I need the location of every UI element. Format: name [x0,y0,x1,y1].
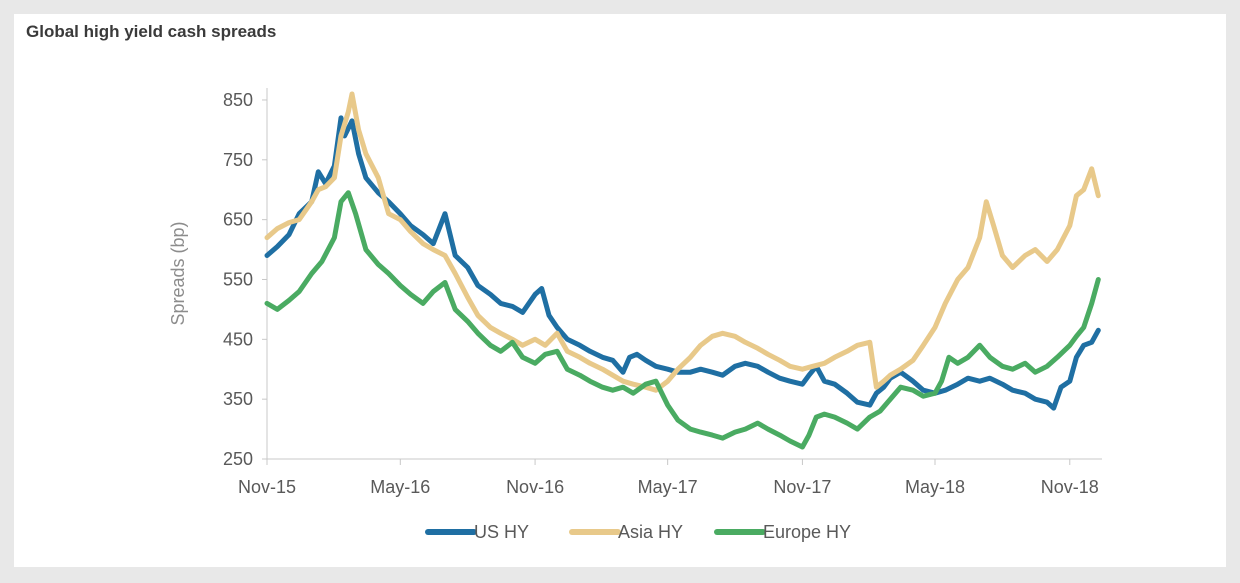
y-tick-label: 750 [223,150,253,170]
y-tick-label: 250 [223,449,253,469]
series-line-europe-hy [264,190,1101,450]
x-tick-label: May-18 [905,477,965,497]
y-axis-title: Spreads (bp) [168,221,188,325]
x-tick-label: Nov-18 [1041,477,1099,497]
legend-label-asia-hy: Asia HY [618,522,683,542]
chart-title: Global high yield cash spreads [26,22,277,41]
y-tick-label: 350 [223,389,253,409]
y-tick-label: 550 [223,269,253,289]
y-tick-label: 850 [223,90,253,110]
x-tick-label: Nov-16 [506,477,564,497]
chart-panel [14,14,1226,567]
x-tick-label: May-17 [638,477,698,497]
x-tick-label: Nov-17 [773,477,831,497]
y-tick-label: 650 [223,210,253,230]
x-tick-label: May-16 [370,477,430,497]
y-tick-label: 450 [223,329,253,349]
x-tick-label: Nov-15 [238,477,296,497]
legend-label-europe-hy: Europe HY [763,522,851,542]
series-line-asia-hy [264,91,1101,393]
legend-label-us-hy: US HY [474,522,529,542]
